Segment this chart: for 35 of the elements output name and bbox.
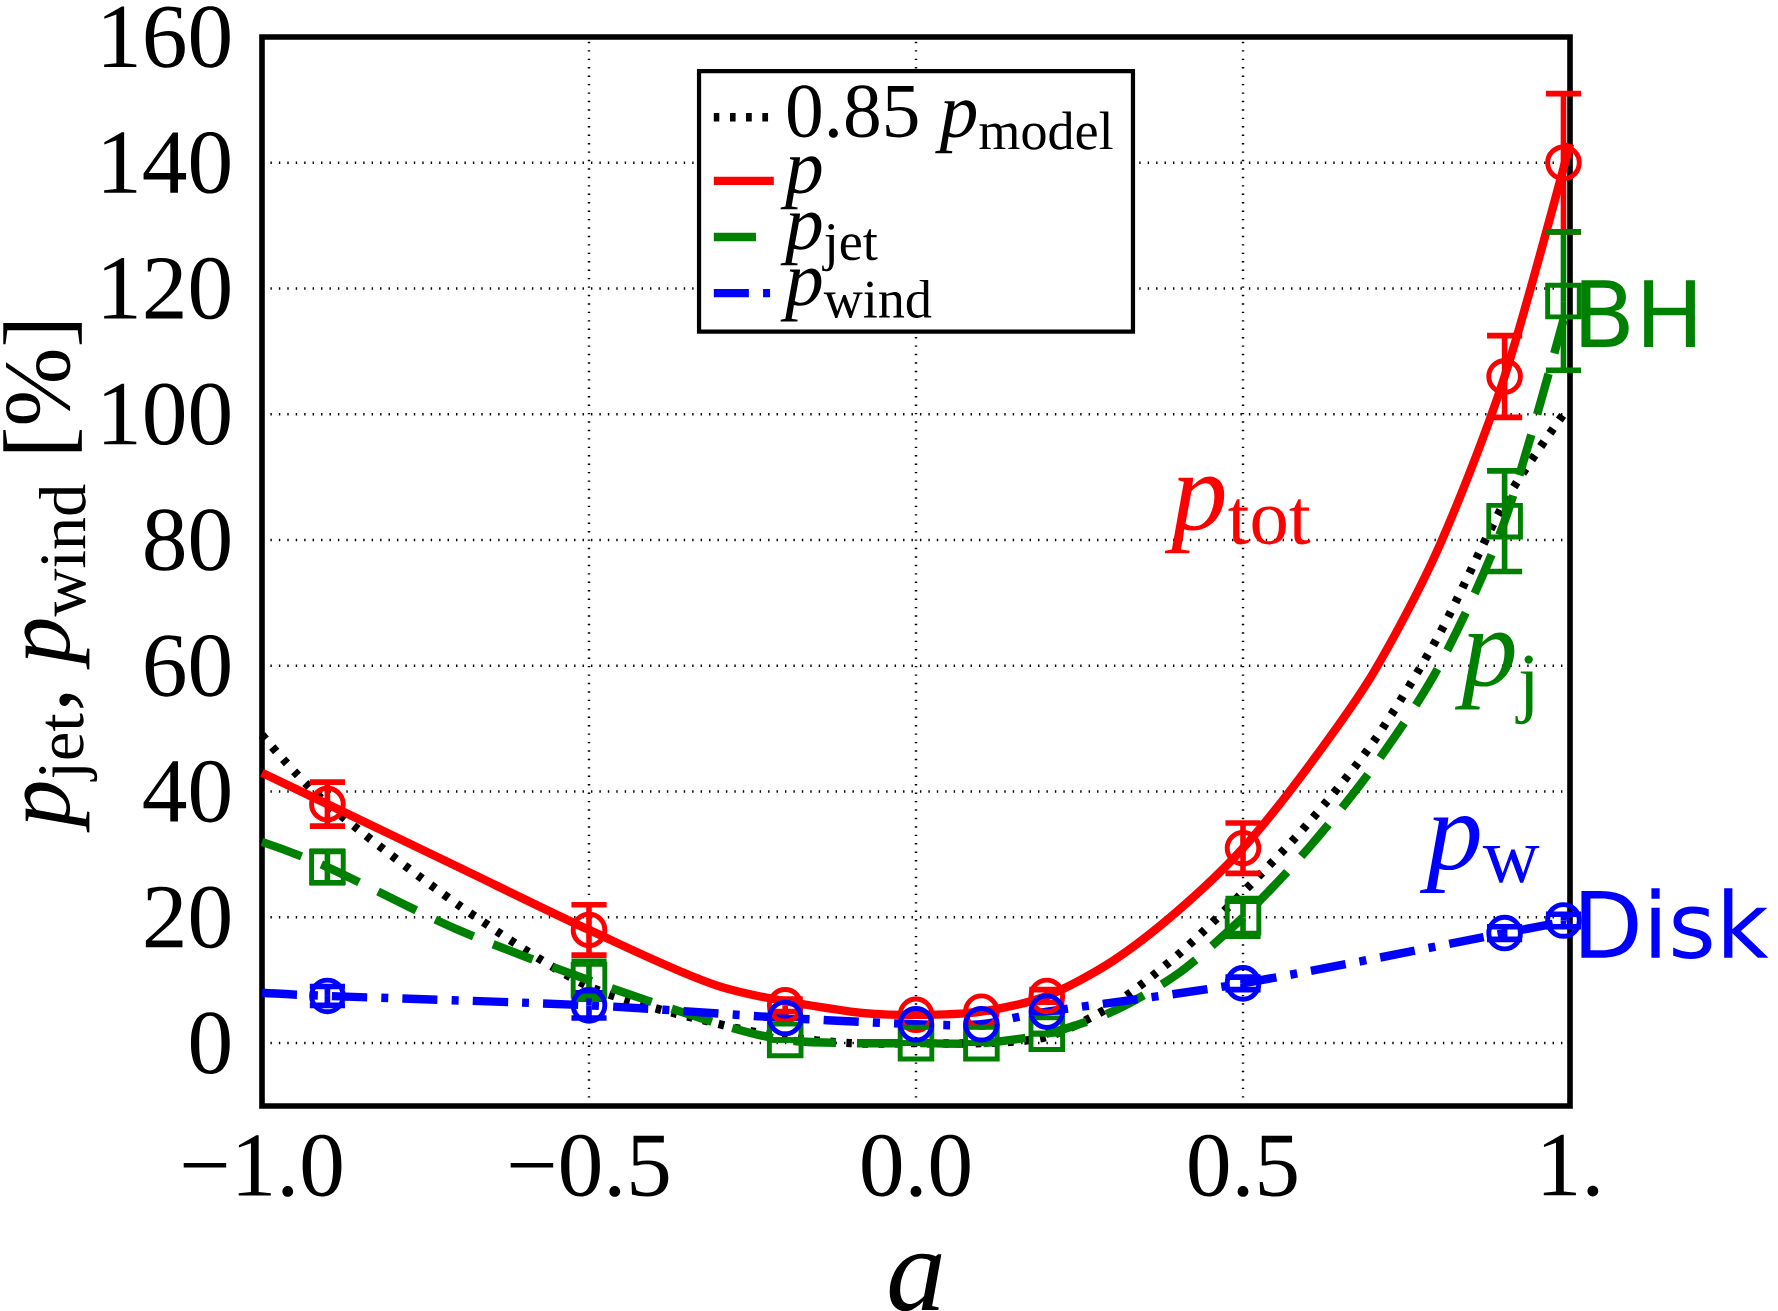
y-tick-label: 100 — [104, 383, 230, 446]
legend-label: p — [780, 156, 822, 210]
point — [1545, 902, 1582, 939]
annotation: p$_{tot}$ — [1164, 476, 1311, 554]
point — [1486, 502, 1523, 540]
point — [1224, 829, 1262, 867]
y-tick-label: 160 — [104, 6, 230, 68]
annotation: p$_{w}$ — [1419, 816, 1540, 893]
y-tick-label: 120 — [104, 257, 230, 320]
x-tick-label: 1. — [1543, 1134, 1599, 1197]
point — [1545, 282, 1582, 320]
point — [1486, 914, 1523, 952]
point — [570, 911, 608, 949]
y-tick-label: 0 — [190, 1012, 230, 1074]
y-tick-label: 80 — [145, 509, 230, 571]
y-tick-label: 140 — [104, 131, 230, 194]
point — [1224, 965, 1262, 1002]
x-tick-label: 0.0 — [862, 1134, 970, 1197]
x-axis-title: a — [889, 1253, 942, 1311]
point — [1545, 144, 1582, 182]
x-tick-label: −1.0 — [183, 1134, 342, 1197]
legend-label: 0.85 p$_{model}$ — [787, 85, 1113, 154]
x-tick-label: 0.5 — [1189, 1134, 1297, 1197]
y-axis-title: p$_{jet}$, p$_{wind}$ [%] — [3, 322, 98, 833]
x-tick-label: −0.5 — [510, 1134, 669, 1197]
point — [309, 785, 346, 823]
y-tick-label: 40 — [143, 760, 230, 823]
point — [1486, 358, 1523, 395]
y-tick-label: 60 — [145, 634, 230, 697]
point — [309, 977, 346, 1015]
annotation: p$_{j}$ — [1454, 632, 1533, 725]
point — [897, 1005, 935, 1043]
text: BH — [1581, 280, 1695, 347]
text: Disk — [1581, 888, 1769, 959]
y-tick-label: 20 — [145, 886, 230, 949]
